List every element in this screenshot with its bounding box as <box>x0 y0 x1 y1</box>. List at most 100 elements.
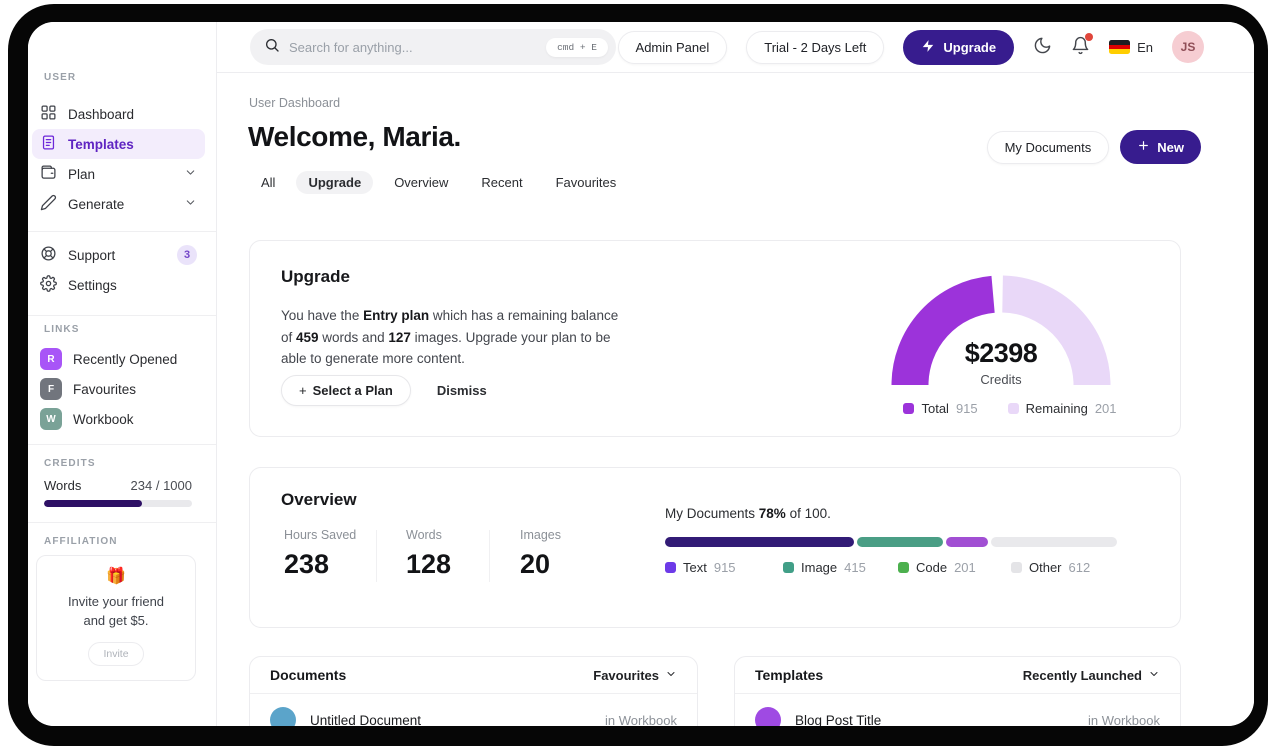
sidebar-item-generate[interactable]: Generate <box>32 189 205 219</box>
sidebar-link-favourites[interactable]: F Favourites <box>32 374 205 404</box>
sidebar-link-workbook[interactable]: W Workbook <box>32 404 205 434</box>
templates-document-icon <box>40 134 57 154</box>
sidebar-section-affiliation: AFFILIATION <box>44 536 118 547</box>
new-button[interactable]: New <box>1120 130 1201 164</box>
credits-words-row: Words 234 / 1000 <box>28 478 216 493</box>
language-label: En <box>1137 39 1153 55</box>
stat-hours-saved: Hours Saved 238 <box>284 528 357 579</box>
stat-images: Images 20 <box>520 528 561 579</box>
legend-label: Code <box>916 560 948 575</box>
chevron-down-icon <box>184 196 197 212</box>
sidebar-item-label: Recently Opened <box>73 351 178 367</box>
plus-icon <box>1137 139 1150 155</box>
admin-panel-button[interactable]: Admin Panel <box>617 30 728 64</box>
sidebar-item-support[interactable]: Support 3 <box>32 240 205 270</box>
tab-overview[interactable]: Overview <box>394 175 449 190</box>
language-selector[interactable]: En <box>1109 40 1153 55</box>
support-count-badge: 3 <box>177 245 197 265</box>
legend-value: 415 <box>844 560 866 575</box>
progress-segment-code <box>946 537 988 547</box>
my-documents-button[interactable]: My Documents <box>986 130 1110 164</box>
sidebar-item-plan[interactable]: Plan <box>32 159 205 189</box>
document-title: Untitled Document <box>310 712 422 727</box>
legend-label: Image <box>801 560 838 575</box>
sidebar-item-dashboard[interactable]: Dashboard <box>32 99 205 129</box>
legend-item-image: Image 415 <box>783 560 898 575</box>
tab-favourites[interactable]: Favourites <box>555 175 617 190</box>
search-input[interactable]: Search for anything... cmd + E <box>250 29 616 65</box>
chevron-down-icon <box>184 166 197 182</box>
progress-segment-text <box>665 537 855 547</box>
trial-status-button[interactable]: Trial - 2 Days Left <box>746 30 885 64</box>
upgrade-button[interactable]: Upgrade <box>903 29 1015 65</box>
gear-icon <box>40 275 57 295</box>
legend-item-remaining: Remaining 201 <box>1007 401 1117 416</box>
sidebar-divider <box>28 315 216 316</box>
sidebar-section-credits: CREDITS <box>44 458 96 469</box>
sidebar-item-label: Templates <box>68 136 134 152</box>
legend-item-total: Total 915 <box>903 401 978 416</box>
sidebar-item-label: Plan <box>68 166 96 182</box>
notifications-button[interactable] <box>1071 33 1094 58</box>
documents-panel-title: Documents <box>270 667 347 683</box>
document-row[interactable]: Untitled Document in Workbook <box>250 694 697 726</box>
link-initial-badge: W <box>40 408 62 430</box>
document-location: in Workbook <box>604 712 677 727</box>
affiliation-line1: Invite your friend <box>67 594 165 609</box>
upgrade-card-title: Upgrade <box>281 267 350 286</box>
link-initial-badge: R <box>40 348 62 370</box>
tab-recent[interactable]: Recent <box>481 175 523 190</box>
dashboard-grid-icon <box>40 104 57 124</box>
gauge-center-text: $2398 Credits <box>891 338 1111 387</box>
stat-divider <box>376 530 377 582</box>
sidebar-item-label: Support <box>68 247 116 263</box>
legend-swatch-code <box>898 562 909 573</box>
sidebar-item-label: Settings <box>68 277 117 293</box>
sidebar-link-recently-opened[interactable]: R Recently Opened <box>32 344 205 374</box>
search-placeholder: Search for anything... <box>289 39 413 55</box>
credits-value: 234 / 1000 <box>130 478 192 493</box>
template-row[interactable]: Blog Post Title in Workbook <box>735 694 1180 726</box>
app-window: USER Dashboard Templates Plan Generate <box>28 22 1254 726</box>
breadcrumb: User Dashboard <box>249 96 341 110</box>
templates-panel-title: Templates <box>755 667 824 683</box>
upgrade-card: Upgrade You have the Entry plan which ha… <box>249 240 1181 437</box>
tab-all[interactable]: All <box>261 175 276 190</box>
sidebar-item-templates[interactable]: Templates <box>32 129 205 159</box>
main-content: User Dashboard Welcome, Maria. All Upgra… <box>217 73 1254 726</box>
documents-filter-dropdown[interactable]: Favourites <box>593 668 677 683</box>
affiliation-text: Invite your friend and get $5. <box>47 593 185 631</box>
credits-label: Words <box>44 478 82 493</box>
templates-panel: Templates Recently Launched Blog Post Ti… <box>734 656 1181 726</box>
documents-progress-title: My Documents 78% of 100. <box>665 506 831 521</box>
sidebar-item-settings[interactable]: Settings <box>32 270 205 300</box>
templates-filter-dropdown[interactable]: Recently Launched <box>1023 668 1160 683</box>
lifebuoy-icon <box>40 245 57 265</box>
notification-dot <box>1085 33 1094 41</box>
sidebar-divider <box>28 444 216 445</box>
dark-mode-toggle[interactable] <box>1033 36 1052 58</box>
template-avatar <box>755 707 781 726</box>
sidebar-item-label: Dashboard <box>68 106 135 122</box>
tab-upgrade[interactable]: Upgrade <box>296 171 374 194</box>
plus-icon: + <box>299 383 307 398</box>
legend-swatch-other <box>1011 562 1022 573</box>
gauge-label: Credits <box>980 372 1022 387</box>
select-plan-label: Select a Plan <box>312 383 393 398</box>
chevron-down-icon <box>665 668 677 683</box>
user-avatar[interactable]: JS <box>1172 31 1204 63</box>
gauge-arc-total <box>891 275 996 386</box>
moon-icon <box>1033 36 1052 58</box>
sidebar-item-label: Favourites <box>73 381 137 397</box>
document-avatar <box>270 707 296 726</box>
legend-value: 612 <box>1068 560 1091 575</box>
dismiss-button[interactable]: Dismiss <box>436 383 487 398</box>
select-plan-button[interactable]: + Select a Plan <box>281 375 411 406</box>
page-title: Welcome, Maria. <box>248 121 461 152</box>
invite-button[interactable]: Invite <box>88 641 144 666</box>
stat-words: Words 128 <box>406 528 452 579</box>
legend-value: 915 <box>713 560 736 575</box>
tab-bar: All Upgrade Overview Recent Favourites <box>249 171 628 194</box>
sidebar-section-user: USER <box>44 72 77 83</box>
overview-card-title: Overview <box>281 490 357 509</box>
